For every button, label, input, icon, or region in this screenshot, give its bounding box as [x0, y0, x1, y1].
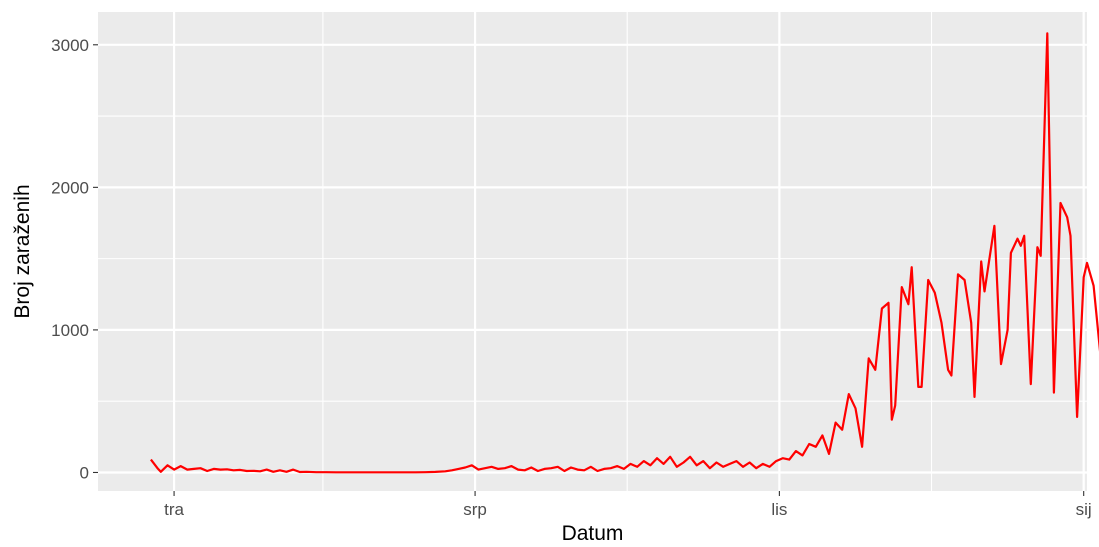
y-tick-label: 1000: [51, 321, 89, 340]
series-line: [150, 32, 1099, 474]
plot-panel: [98, 12, 1087, 491]
x-axis-title: Datum: [562, 522, 624, 545]
y-tick-label: 3000: [51, 36, 89, 55]
x-tick-label: srp: [463, 500, 487, 519]
y-axis-title: Broj zaraženih: [11, 184, 34, 318]
y-tick-label: 2000: [51, 178, 89, 197]
major-grid: [98, 12, 1087, 491]
x-tick-label: lis: [771, 500, 787, 519]
x-tick-label: sij: [1076, 500, 1092, 519]
x-axis-ticks: tra srp lis sij: [164, 491, 1092, 519]
x-tick-label: tra: [164, 500, 184, 519]
minor-grid: [98, 12, 1087, 491]
y-axis-ticks: 0 1000 2000 3000: [51, 36, 98, 482]
y-tick-label: 0: [80, 463, 89, 482]
